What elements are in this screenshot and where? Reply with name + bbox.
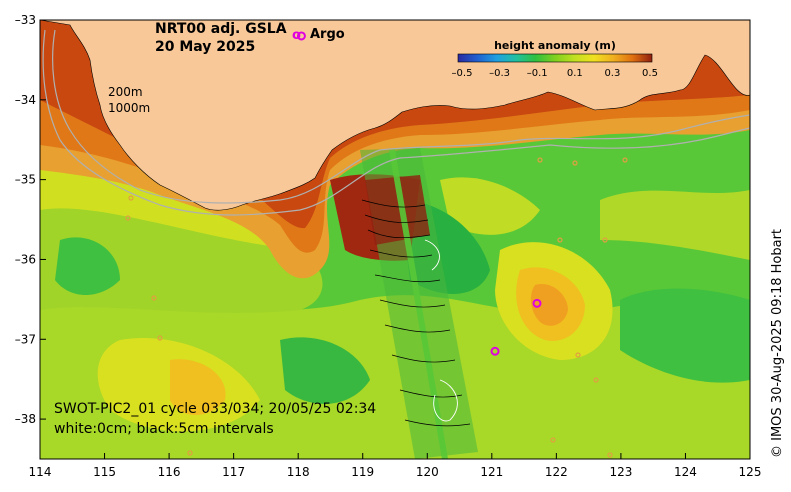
argo-float-marker: [490, 346, 500, 356]
x-tick-label: 122: [545, 465, 568, 479]
x-tick-label: 117: [222, 465, 245, 479]
x-tick-label: 125: [739, 465, 762, 479]
x-tick-label: 120: [416, 465, 439, 479]
x-tick-label: 116: [158, 465, 181, 479]
y-tick-label: –37: [15, 332, 36, 346]
x-tick-label: 121: [480, 465, 503, 479]
argo-float-marker: [532, 298, 542, 308]
colorbar-tick-label: 0.1: [567, 68, 583, 79]
x-tick-label: 114: [29, 465, 52, 479]
colorbar-tick-label: 0.3: [604, 68, 620, 79]
anomaly-field: [40, 20, 750, 459]
swot-swath: [360, 148, 478, 459]
x-tick-label: 124: [674, 465, 697, 479]
imos-credit: © IMOS 30-Aug-2025 09:18 Hobart: [770, 229, 785, 458]
plot-frame: [39, 19, 751, 460]
argo-floats: [296, 31, 542, 356]
swot-pass-label: SWOT-PIC2_01 cycle 033/034; 20/05/25 02:…: [54, 401, 376, 417]
swot-contour-label: white:0cm; black:5cm intervals: [54, 421, 274, 437]
x-tick-label: 123: [609, 465, 632, 479]
isobath-200-label: 200m: [108, 85, 143, 99]
y-tick-label: –35: [15, 173, 36, 187]
x-tick-label: 118: [287, 465, 310, 479]
y-tick-label: –38: [15, 412, 36, 426]
title-product: NRT00 adj. GSLA: [155, 21, 287, 37]
y-axis: –33 –34 –35 –36 –37 –38: [15, 13, 46, 426]
argo-legend-label: Argo: [310, 27, 345, 42]
colorbar-title: height anomaly (m): [494, 39, 616, 52]
y-tick-label: –34: [15, 93, 36, 107]
x-tick-label: 119: [351, 465, 374, 479]
colorbar-tick-label: –0.5: [452, 68, 473, 79]
isobath-1000-label: 1000m: [108, 101, 150, 115]
argo-legend-symbol: o: [292, 28, 301, 43]
y-tick-label: –36: [15, 252, 36, 266]
colorbar-tick-label: –0.3: [489, 68, 510, 79]
x-axis: 114 115 116 117 118 119 120 121 122 123 124 125: [29, 453, 762, 479]
title-date: 20 May 2025: [155, 39, 255, 55]
colorbar-scale: [457, 53, 653, 63]
colorbar: height anomaly (m) –0.5 –0.3 –0.1 0.1 0.3 0.5: [452, 39, 658, 79]
colorbar-tick-label: 0.5: [642, 68, 658, 79]
argo-float-marker: [296, 31, 306, 41]
colorbar-tick-label: –0.1: [527, 68, 548, 79]
land-australia: [40, 20, 750, 211]
x-tick-label: 115: [93, 465, 116, 479]
isobath-lines: [42, 29, 750, 216]
y-tick-label: –33: [15, 13, 36, 27]
